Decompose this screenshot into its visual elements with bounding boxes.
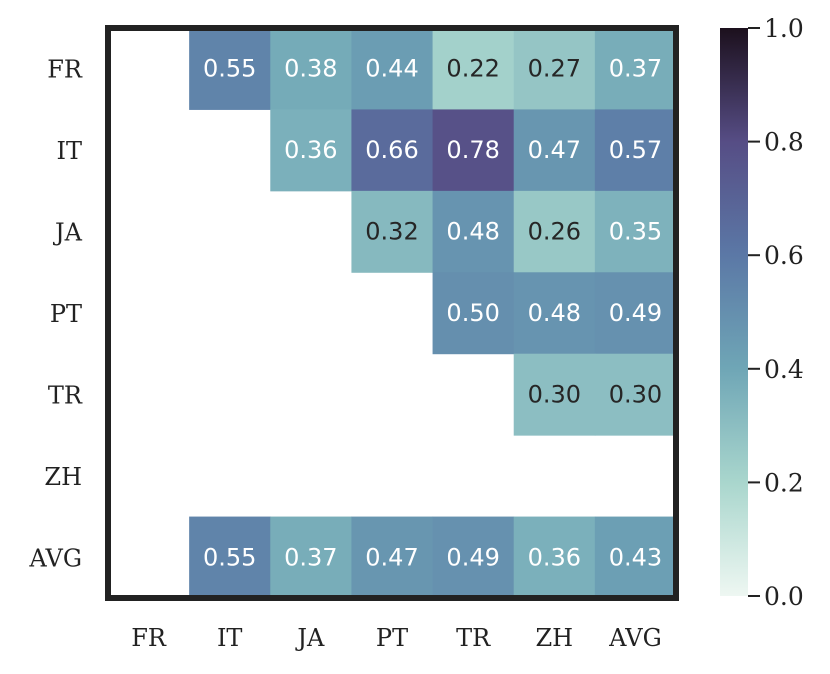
x-tick-label: AVG bbox=[608, 624, 662, 652]
cell-value-label: 0.26 bbox=[528, 218, 581, 246]
heatmap-cell-avg-tr bbox=[432, 516, 515, 599]
heatmap-cell-it-pt bbox=[351, 109, 434, 192]
cell-value-label: 0.48 bbox=[446, 218, 499, 246]
heatmap-cell-pt-tr bbox=[432, 272, 515, 355]
colorbar bbox=[720, 28, 748, 596]
cell-value-label: 0.35 bbox=[609, 218, 662, 246]
heatmap-cell-avg-ja bbox=[270, 516, 352, 599]
cell-value-label: 0.43 bbox=[609, 543, 662, 571]
heatmap-frame bbox=[105, 25, 679, 601]
cell-value-label: 0.50 bbox=[446, 299, 499, 327]
heatmap-cell-avg-it bbox=[189, 516, 271, 599]
heatmap-cell-it-avg bbox=[594, 109, 677, 192]
cell-value-label: 0.30 bbox=[609, 380, 662, 408]
heatmap-cell-pt-avg bbox=[594, 272, 677, 355]
heatmap-cell-pt-zh bbox=[513, 272, 596, 355]
x-tick-label: FR bbox=[131, 624, 167, 652]
cell-value-label: 0.44 bbox=[365, 55, 418, 83]
colorbar-tick-label: 0.4 bbox=[764, 355, 804, 384]
x-tick-label: IT bbox=[217, 624, 243, 652]
heatmap-cell-ja-avg bbox=[594, 190, 677, 273]
heatmap-cell-fr-avg bbox=[594, 28, 677, 110]
y-tick-label: PT bbox=[50, 300, 82, 328]
y-tick-label: TR bbox=[48, 381, 83, 409]
colorbar-tick-label: 0.8 bbox=[764, 128, 804, 157]
cell-value-label: 0.38 bbox=[284, 55, 337, 83]
heatmap-cell-avg-avg bbox=[594, 516, 677, 599]
heatmap-cells bbox=[189, 28, 677, 599]
heatmap-cell-avg-pt bbox=[351, 516, 434, 599]
heatmap-cell-tr-zh bbox=[513, 353, 596, 436]
cell-value-label: 0.32 bbox=[365, 218, 418, 246]
x-tick-label: PT bbox=[376, 624, 408, 652]
cell-value-label: 0.37 bbox=[284, 543, 337, 571]
colorbar-tick-label: 0.2 bbox=[764, 468, 804, 497]
cell-value-label: 0.66 bbox=[365, 136, 418, 164]
heatmap-cell-ja-tr bbox=[432, 190, 515, 273]
heatmap-cell-it-zh bbox=[513, 109, 596, 192]
y-tick-label: IT bbox=[57, 137, 83, 165]
cell-value-label: 0.78 bbox=[446, 136, 499, 164]
heatmap-cell-tr-avg bbox=[594, 353, 677, 436]
heatmap-cell-fr-pt bbox=[351, 28, 434, 110]
cell-value-label: 0.47 bbox=[528, 136, 581, 164]
heatmap-cell-it-tr bbox=[432, 109, 515, 192]
x-axis-tick-labels: FR IT JA PT TR ZH AVG bbox=[131, 624, 662, 652]
x-tick-label: JA bbox=[294, 624, 325, 652]
heatmap-cell-fr-it bbox=[189, 28, 271, 110]
heatmap-cell-fr-zh bbox=[513, 28, 596, 110]
heatmap-value-labels: 0.55 0.38 0.44 0.22 0.27 0.37 0.36 0.66 0.78 0.47… bbox=[203, 55, 662, 572]
cell-value-label: 0.57 bbox=[609, 136, 662, 164]
y-tick-label: JA bbox=[52, 219, 83, 247]
colorbar-tick-label: 0.0 bbox=[764, 582, 804, 611]
cell-value-label: 0.49 bbox=[446, 543, 499, 571]
cell-value-label: 0.37 bbox=[609, 55, 662, 83]
cell-value-label: 0.27 bbox=[528, 55, 581, 83]
y-tick-label: FR bbox=[47, 56, 83, 84]
cell-value-label: 0.36 bbox=[284, 136, 337, 164]
x-tick-label: TR bbox=[456, 624, 491, 652]
cell-value-label: 0.55 bbox=[203, 543, 256, 571]
heatmap-cell-fr-tr bbox=[432, 28, 515, 110]
cell-value-label: 0.22 bbox=[446, 55, 499, 83]
cell-value-label: 0.47 bbox=[365, 543, 418, 571]
heatmap-cell-fr-ja bbox=[270, 28, 352, 110]
colorbar-tick-label: 0.6 bbox=[764, 241, 804, 270]
y-tick-label: ZH bbox=[44, 463, 82, 491]
cell-value-label: 0.55 bbox=[203, 55, 256, 83]
heatmap-cell-ja-zh bbox=[513, 190, 596, 273]
colorbar-tick-label: 1.0 bbox=[764, 14, 804, 43]
cell-value-label: 0.49 bbox=[609, 299, 662, 327]
heatmap-cell-it-ja bbox=[270, 109, 352, 192]
cell-value-label: 0.30 bbox=[528, 380, 581, 408]
x-tick-label: ZH bbox=[535, 624, 573, 652]
cell-value-label: 0.48 bbox=[528, 299, 581, 327]
heatmap-cell-ja-pt bbox=[351, 190, 434, 273]
heatmap-cell-avg-zh bbox=[513, 516, 596, 599]
colorbar-ticks: 0.0 0.2 0.4 0.6 0.8 1.0 bbox=[748, 14, 804, 611]
cell-value-label: 0.36 bbox=[528, 543, 581, 571]
y-tick-label: AVG bbox=[28, 544, 82, 572]
y-axis-tick-labels: FR IT JA PT TR ZH AVG bbox=[28, 56, 83, 573]
